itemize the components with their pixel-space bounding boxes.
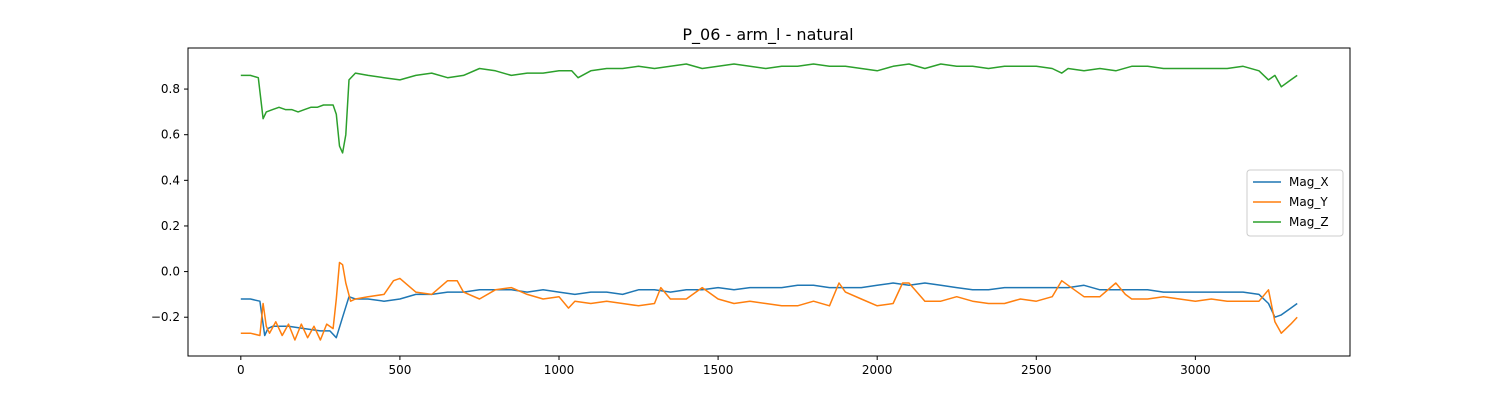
legend-box (1246, 169, 1344, 237)
y-axis: −0.2 0.0 0.2 0.4 0.6 0.8 (151, 82, 188, 324)
y-tick-label: 0.0 (161, 265, 180, 279)
plot-area-frame (187, 47, 1351, 357)
x-tick-label: 2000 (862, 363, 893, 377)
x-axis: 0 500 1000 1500 2000 2500 3000 (237, 356, 1211, 377)
legend-label: Mag_Y (1289, 195, 1328, 209)
x-tick-label: 500 (388, 363, 411, 377)
x-tick-label: 1000 (544, 363, 575, 377)
y-tick-label: 0.4 (161, 173, 180, 187)
x-tick-label: 3000 (1180, 363, 1211, 377)
x-tick-label: 0 (237, 363, 245, 377)
series-line-mag-x (240, 282, 1298, 339)
series-line-mag-z (240, 63, 1298, 154)
x-tick-label: 2500 (1021, 363, 1052, 377)
plot-lines (240, 63, 1298, 341)
legend: Mag_X Mag_Y Mag_Z (1246, 169, 1344, 237)
series-line-mag-y (240, 261, 1298, 341)
legend-label: Mag_X (1289, 175, 1329, 189)
x-tick-label: 1500 (703, 363, 734, 377)
y-tick-label: 0.2 (161, 219, 180, 233)
chart-title: P_06 - arm_l - natural (682, 25, 853, 45)
y-tick-label: 0.8 (161, 82, 180, 96)
legend-label: Mag_Z (1289, 215, 1329, 229)
y-tick-label: 0.6 (161, 128, 180, 142)
y-tick-label: −0.2 (151, 310, 180, 324)
